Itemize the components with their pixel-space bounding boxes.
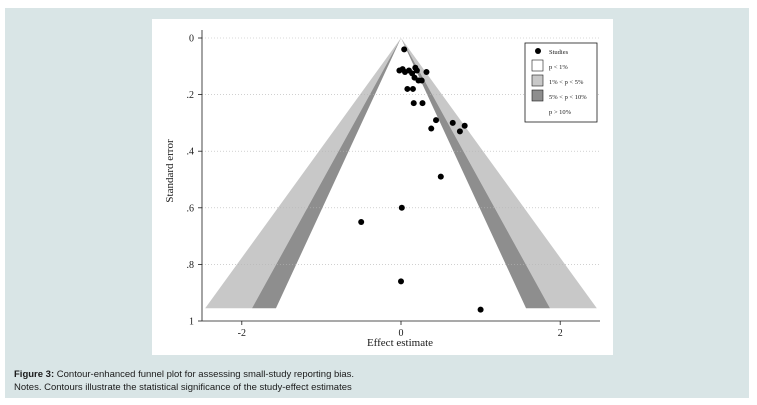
study-point xyxy=(358,218,365,225)
study-point xyxy=(418,77,425,84)
contour-5-10-percent xyxy=(252,38,550,309)
y-tick-label: .4 xyxy=(187,147,195,158)
study-point xyxy=(398,204,405,211)
study-point xyxy=(419,100,426,107)
y-tick-label: .2 xyxy=(187,90,195,101)
legend-label: p > 10% xyxy=(549,109,572,116)
figure-panel: 0 .2 .4 .6 .8 1 -2 0 2 Effect estimate Standard … xyxy=(5,8,749,398)
contour-1-5-percent xyxy=(205,38,597,309)
y-tick-label: .6 xyxy=(187,203,195,214)
study-point xyxy=(398,278,404,285)
study-points xyxy=(358,46,484,313)
x-tick-label: 2 xyxy=(558,328,563,339)
study-point xyxy=(423,68,430,75)
study-point xyxy=(401,46,408,53)
legend-marker xyxy=(535,48,541,54)
study-point xyxy=(409,85,416,92)
contour-regions xyxy=(205,38,597,309)
study-point xyxy=(413,67,420,74)
y-axis-label: Standard error xyxy=(164,139,176,203)
study-point xyxy=(433,117,440,124)
x-tick-label: -2 xyxy=(238,328,246,339)
axes: 0 .2 .4 .6 .8 1 -2 0 2 xyxy=(187,30,600,339)
legend-label: 1% < p < 5% xyxy=(549,79,584,86)
study-point xyxy=(449,119,456,126)
study-point xyxy=(477,306,484,313)
legend-label: Studies xyxy=(549,49,569,56)
legend-label: 5% < p < 10% xyxy=(549,94,587,101)
figure-label: Figure 3: xyxy=(14,369,55,380)
study-point xyxy=(428,125,435,132)
study-point xyxy=(410,100,417,107)
y-tick-label: 0 xyxy=(189,34,194,45)
x-tick-label: 0 xyxy=(399,328,404,339)
legend-swatch xyxy=(531,59,544,72)
study-point xyxy=(456,128,463,135)
legend-label: p < 1% xyxy=(549,64,568,71)
figure-caption: Figure 3: Contour-enhanced funnel plot f… xyxy=(14,368,734,394)
caption-notes: Notes. Contours illustrate the statistic… xyxy=(14,382,352,393)
y-tick-label: 1 xyxy=(189,317,194,328)
x-axis-label: Effect estimate xyxy=(367,337,433,349)
legend: Studies p < 1% 1% < p < 5% 5% < p < 10% p > … xyxy=(524,42,598,123)
funnel-plot: 0 .2 .4 .6 .8 1 -2 0 2 Effect estimate Standard … xyxy=(164,30,600,349)
figure-title: Contour-enhanced funnel plot for assessi… xyxy=(54,369,355,380)
legend-swatch xyxy=(531,89,544,102)
study-point xyxy=(461,122,468,129)
study-point xyxy=(437,173,444,180)
caption-line-1: Figure 3: Contour-enhanced funnel plot f… xyxy=(14,368,734,381)
y-tick-label: .8 xyxy=(187,260,195,271)
legend-swatch xyxy=(531,74,544,87)
funnel-plot-card: 0 .2 .4 .6 .8 1 -2 0 2 Effect estimate Standard … xyxy=(152,19,613,355)
study-point xyxy=(404,85,411,92)
